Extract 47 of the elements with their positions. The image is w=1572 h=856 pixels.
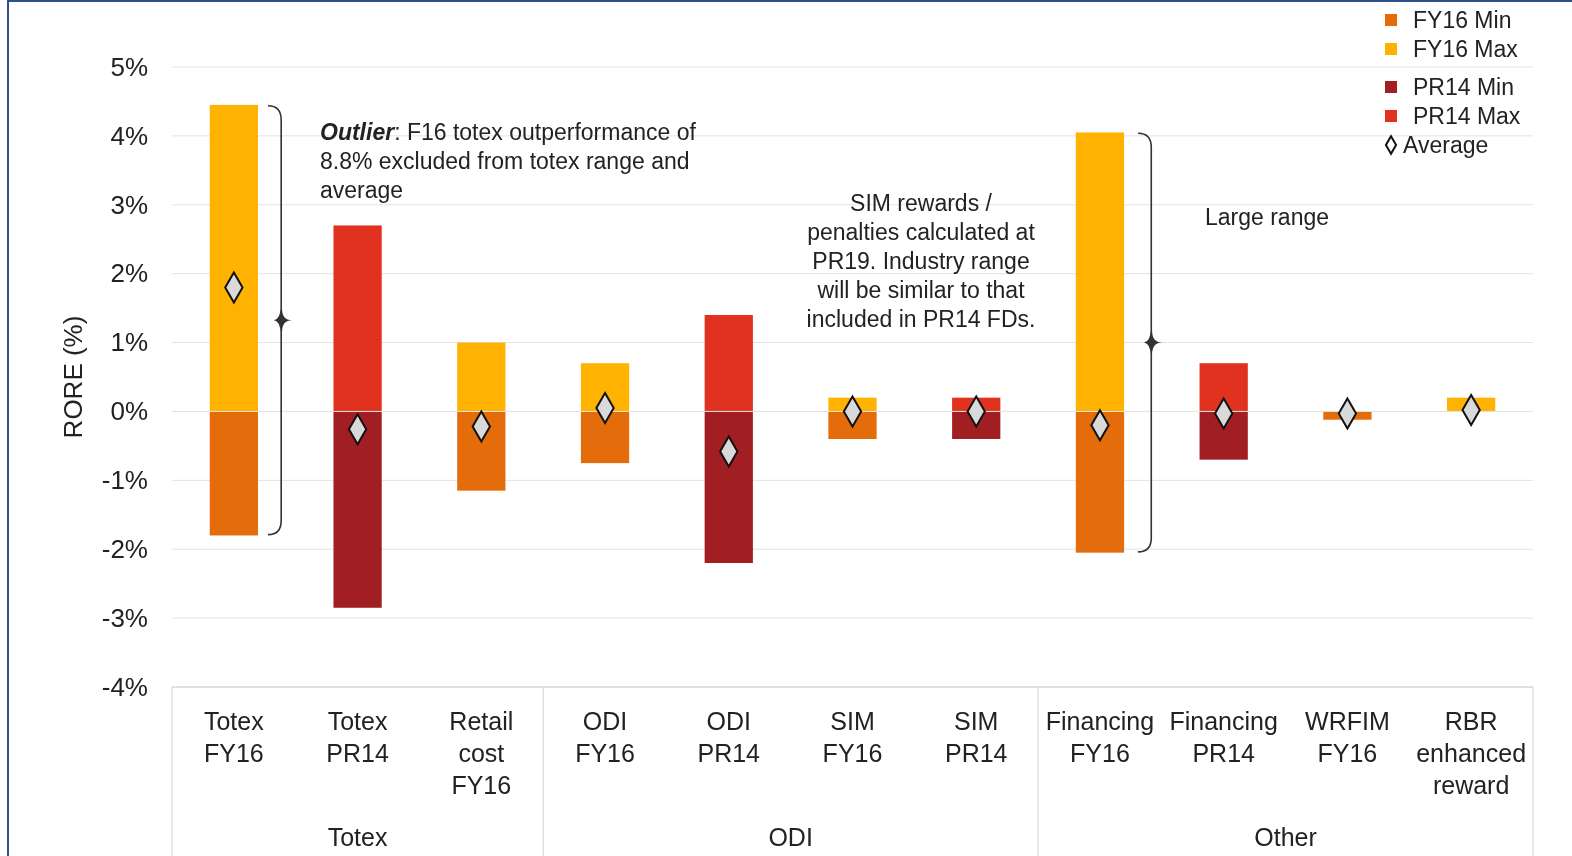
annotation: Outlier: F16 totex outperformance of 8.8% excluded from totex range and average — [320, 119, 697, 203]
y-tick-label: -4% — [101, 671, 148, 702]
legend-label: FY16 Min — [1413, 7, 1512, 33]
x-tick-label: SIM PR14 — [944, 707, 1008, 767]
y-tick-label: 5% — [110, 51, 148, 82]
y-tick-label: 4% — [110, 120, 148, 151]
bar — [209, 104, 258, 412]
x-tick-label: Financing PR14 — [1169, 707, 1278, 767]
x-tick-label: Totex PR14 — [326, 707, 389, 767]
x-tick-label: ODI PR14 — [697, 707, 761, 767]
legend-label: Average — [1403, 132, 1489, 158]
y-tick-label: -3% — [101, 602, 148, 633]
y-axis-title: RORE (%) — [58, 315, 88, 439]
bar — [333, 411, 382, 608]
annotation: SIM rewards / penalties calculated at PR19. Industry range will be similar to that included in PR14 FDs. — [806, 190, 1036, 332]
legend-label: FY16 Max — [1413, 36, 1519, 62]
bar — [704, 411, 753, 563]
bar — [1199, 363, 1248, 412]
y-tick-label: -1% — [101, 465, 148, 496]
x-tick-label: Totex FY16 — [203, 707, 265, 767]
bar — [457, 342, 506, 412]
text: Totex — [327, 823, 388, 851]
y-tick-label: 1% — [110, 327, 148, 358]
bar — [580, 411, 630, 464]
bar — [1075, 411, 1125, 553]
y-tick-label: 3% — [110, 189, 148, 220]
x-tick-label: Retail cost FY16 — [449, 707, 514, 799]
x-tick-label: SIM FY16 — [822, 707, 883, 767]
text: ODI — [768, 823, 813, 851]
annotation: Large range — [1205, 204, 1330, 230]
x-tick-label: WRFIM FY16 — [1305, 707, 1390, 767]
text: Other — [1254, 823, 1317, 851]
bar — [1075, 132, 1125, 412]
y-tick-label: 0% — [110, 396, 148, 427]
bar — [1199, 411, 1248, 460]
y-tick-label: -2% — [101, 534, 148, 565]
bar — [580, 363, 630, 412]
legend-label: PR14 Max — [1413, 103, 1521, 129]
x-tick-label: ODI FY16 — [575, 707, 635, 767]
legend-label: PR14 Min — [1413, 74, 1514, 100]
bar — [457, 411, 506, 491]
bar — [704, 315, 753, 412]
bar — [333, 225, 382, 412]
y-tick-label: 2% — [110, 258, 148, 289]
x-tick-label: RBR enhanced reward — [1416, 707, 1527, 799]
bar — [209, 411, 258, 536]
x-tick-label: Financing FY16 — [1045, 707, 1155, 767]
